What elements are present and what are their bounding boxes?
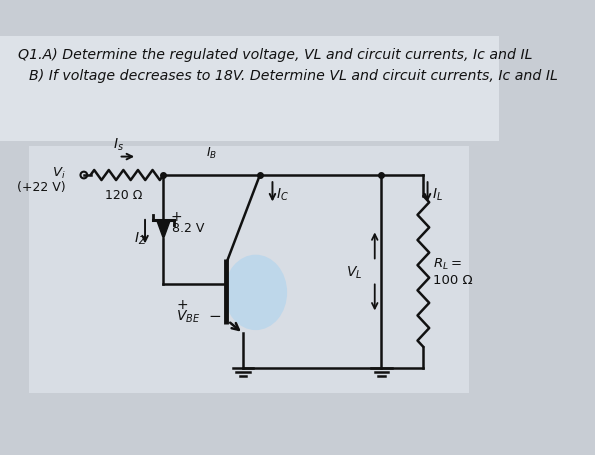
Text: +: +: [170, 210, 182, 223]
Text: $I_s$: $I_s$: [113, 136, 124, 152]
Text: 100 Ω: 100 Ω: [433, 274, 473, 287]
Ellipse shape: [224, 255, 287, 330]
Text: +: +: [176, 298, 187, 311]
Text: $R_L =$: $R_L =$: [433, 256, 462, 271]
Text: B) If voltage decreases to 18V. Determine VL and circuit currents, Ic and IL: B) If voltage decreases to 18V. Determin…: [29, 69, 558, 82]
FancyBboxPatch shape: [0, 37, 499, 142]
Text: $V_i$: $V_i$: [52, 166, 65, 181]
Text: Q1.A) Determine the regulated voltage, VL and circuit currents, Ic and IL: Q1.A) Determine the regulated voltage, V…: [18, 48, 533, 61]
Text: 120 Ω: 120 Ω: [105, 189, 142, 202]
Polygon shape: [156, 221, 170, 239]
Text: $V_L$: $V_L$: [346, 263, 362, 280]
Text: $I_L$: $I_L$: [432, 186, 443, 202]
Text: $I_Z$: $I_Z$: [134, 230, 147, 247]
Text: (+22 V): (+22 V): [17, 181, 65, 194]
FancyBboxPatch shape: [29, 147, 469, 393]
Text: 8.2 V: 8.2 V: [172, 221, 204, 234]
Text: $I_C$: $I_C$: [276, 186, 289, 202]
Text: −: −: [208, 308, 221, 324]
Text: $I_B$: $I_B$: [206, 146, 217, 161]
Text: $V_{BE}$: $V_{BE}$: [176, 308, 201, 324]
